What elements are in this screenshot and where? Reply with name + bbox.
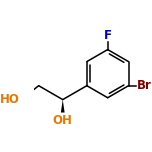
Polygon shape bbox=[61, 100, 65, 112]
Text: OH: OH bbox=[53, 114, 73, 127]
Text: HO: HO bbox=[0, 93, 20, 106]
Text: F: F bbox=[104, 29, 112, 42]
Text: Br: Br bbox=[137, 79, 152, 92]
